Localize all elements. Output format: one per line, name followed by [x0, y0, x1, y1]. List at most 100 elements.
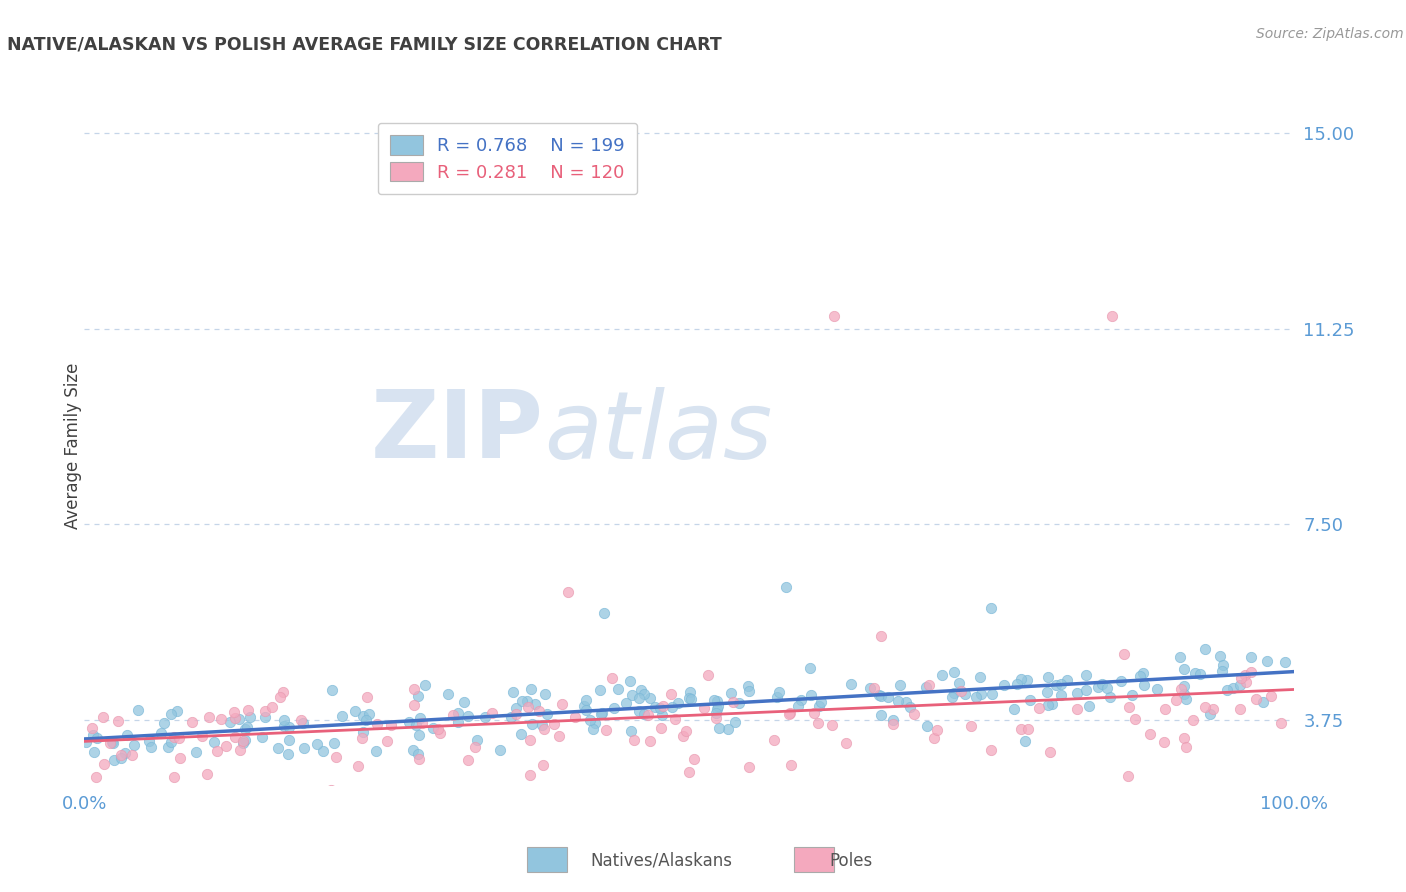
Point [633, 706, 655, 721]
Point [436, 688, 458, 702]
Point [103, 753, 125, 767]
Point [519, 768, 541, 782]
Point [1188, 667, 1211, 681]
Point [162, 770, 184, 784]
Point [195, 767, 218, 781]
Point [1074, 668, 1097, 682]
Point [80, 722, 103, 736]
Point [1202, 702, 1225, 716]
Point [1099, 690, 1122, 705]
Point [533, 723, 555, 737]
Point [575, 693, 598, 707]
Point [422, 721, 444, 735]
Point [75, 735, 97, 749]
Point [1170, 682, 1192, 697]
Point [808, 699, 831, 714]
Point [224, 706, 246, 720]
Point [683, 752, 706, 766]
Point [110, 751, 132, 765]
Point [457, 753, 479, 767]
Point [980, 687, 1002, 701]
Point [779, 706, 801, 720]
Point [278, 732, 301, 747]
Point [581, 722, 603, 736]
Point [441, 707, 464, 722]
Point [347, 758, 370, 772]
Point [488, 743, 510, 757]
Point [1101, 309, 1123, 323]
Point [530, 718, 553, 732]
Point [868, 688, 890, 702]
Point [239, 710, 262, 724]
Point [623, 733, 645, 747]
Point [1109, 674, 1132, 689]
Point [922, 731, 945, 745]
Point [681, 692, 703, 706]
Point [1240, 665, 1263, 679]
Point [572, 698, 595, 713]
Point [628, 704, 651, 718]
Point [1234, 667, 1257, 681]
Point [1040, 697, 1063, 711]
Point [728, 696, 751, 710]
Point [271, 685, 294, 699]
Point [898, 700, 921, 714]
Point [543, 716, 565, 731]
Point [516, 693, 538, 707]
Point [1246, 692, 1268, 706]
Point [350, 731, 373, 745]
Point [447, 706, 470, 720]
Point [551, 697, 574, 711]
Point [83, 745, 105, 759]
Point [354, 713, 377, 727]
Point [86, 731, 108, 745]
Point [405, 718, 427, 732]
Point [474, 710, 496, 724]
Point [664, 712, 686, 726]
Point [260, 700, 283, 714]
Point [91, 709, 114, 723]
Point [950, 684, 973, 698]
Point [661, 700, 683, 714]
Point [1017, 722, 1039, 736]
Point [780, 758, 803, 772]
Point [402, 681, 425, 696]
Point [1128, 669, 1150, 683]
Point [273, 713, 295, 727]
Point [589, 707, 612, 722]
Point [291, 715, 314, 730]
Point [1050, 677, 1073, 691]
Point [1240, 649, 1263, 664]
Point [835, 736, 858, 750]
Point [166, 704, 188, 718]
Point [627, 690, 650, 705]
Point [648, 701, 671, 715]
Point [600, 671, 623, 685]
Point [1074, 683, 1097, 698]
Point [398, 715, 420, 730]
Point [1194, 700, 1216, 714]
Point [1132, 666, 1154, 681]
Point [666, 696, 689, 710]
Point [633, 687, 655, 701]
Point [100, 736, 122, 750]
Point [502, 684, 524, 698]
Point [184, 746, 207, 760]
Point [1234, 675, 1257, 690]
Point [980, 743, 1002, 757]
Point [1118, 700, 1140, 714]
Point [1174, 692, 1197, 706]
Point [953, 687, 976, 701]
Point [205, 744, 228, 758]
Point [321, 683, 343, 698]
Point [960, 719, 983, 733]
Text: Poles: Poles [830, 852, 873, 870]
Point [1133, 678, 1156, 692]
Point [703, 692, 725, 706]
Point [1164, 693, 1187, 707]
Point [1045, 678, 1067, 692]
Point [110, 748, 132, 763]
Point [762, 733, 785, 747]
Point [1010, 722, 1032, 736]
Point [969, 670, 991, 684]
